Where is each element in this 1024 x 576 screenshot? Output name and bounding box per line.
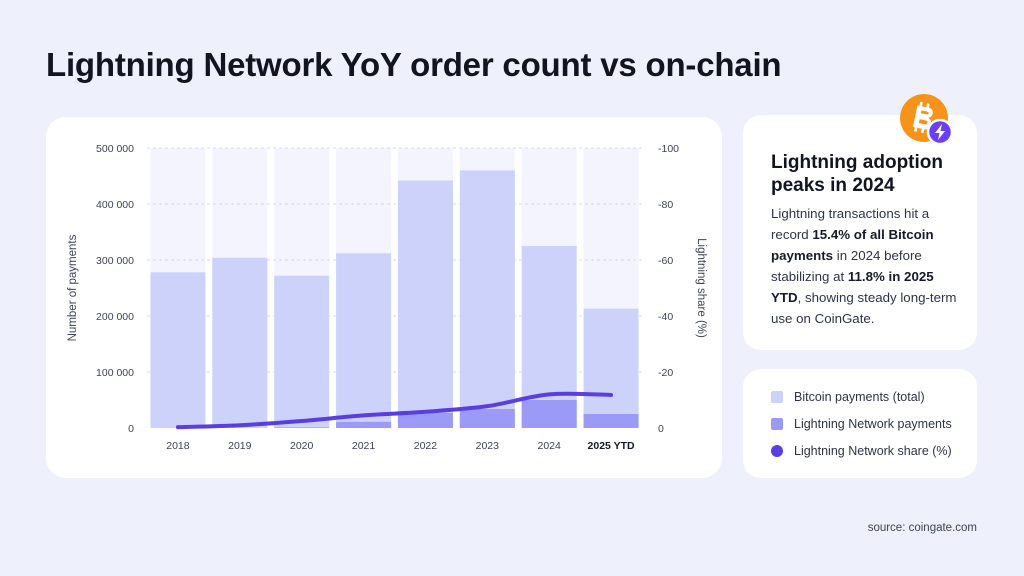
bar-bitcoin-total [212, 257, 268, 428]
legend: Bitcoin payments (total) Lightning Netwo… [743, 369, 977, 478]
bar-bitcoin-total [397, 180, 453, 428]
bar-bitcoin-total [274, 275, 330, 428]
legend-label-bitcoin-total: Bitcoin payments (total) [794, 390, 925, 404]
x-tick-label: 2024 [538, 440, 562, 452]
x-tick-label: 2019 [228, 440, 252, 452]
legend-swatch-lightning-share [771, 445, 783, 457]
x-tick-label: 2018 [166, 440, 190, 452]
legend-item-lightning-payments: Lightning Network payments [771, 416, 952, 432]
bar-lightning-payments [521, 400, 577, 428]
lightning-bolt-icon [926, 118, 951, 146]
chart-card: 0 100 000 200 000 300 000 400 000 500 000 0 -20… [46, 117, 722, 478]
legend-swatch-lightning-payments [771, 418, 783, 430]
insight-text-3: , showing steady long-term use on CoinGa… [771, 290, 957, 326]
page-title: Lightning Network YoY order count vs on-… [46, 46, 782, 83]
y2-tick-label: -60 [658, 255, 673, 267]
insight-body: Lightning transactions hit a record 15.4… [771, 203, 961, 329]
y2-tick-label: -20 [658, 367, 673, 379]
x-tick-label: 2022 [414, 440, 438, 452]
y2-axis-title: Lightning share (%) [695, 238, 707, 338]
x-tick-label: 2025 YTD [588, 440, 636, 452]
bitcoin-lightning-badge [900, 94, 951, 146]
legend-swatch-bitcoin-total [771, 391, 783, 403]
bar-lightning-payments [459, 408, 515, 428]
line-lightning-share [175, 391, 614, 430]
legend-item-bitcoin-total: Bitcoin payments (total) [771, 389, 925, 405]
y-tick-label: 500 000 [96, 143, 134, 155]
y-axis-title: Number of payments [67, 234, 79, 341]
y-tick-label: 100 000 [96, 367, 134, 379]
legend-label-lightning-share: Lightning Network share (%) [794, 444, 952, 458]
source-note: source: coingate.com [867, 522, 977, 534]
bar-lightning-payments [274, 427, 330, 428]
insight-text-1: Lightning transactions hit a record [771, 206, 930, 242]
y2-tick-label: -80 [658, 199, 673, 211]
legend-label-lightning-payments: Lightning Network payments [794, 417, 952, 431]
x-tick-label: 2023 [476, 440, 500, 452]
combo-chart: 0 100 000 200 000 300 000 400 000 500 000 0 -20… [67, 143, 707, 452]
x-tick-label: 2021 [352, 440, 376, 452]
y-tick-label: 0 [128, 423, 134, 435]
y2-tick-label: 0 [658, 423, 664, 435]
bar-bitcoin-total [459, 170, 515, 428]
insight-heading: Lightning adoption peaks in 2024 [771, 152, 944, 196]
y2-tick-label: -40 [658, 311, 673, 323]
legend-item-lightning-share: Lightning Network share (%) [771, 443, 952, 459]
bar-bitcoin-total [336, 253, 392, 428]
bar-bitcoin-total [583, 308, 639, 428]
bar-bitcoin-total [150, 272, 206, 428]
insight-text-2: in 2024 before stabilizing at [771, 248, 922, 284]
bar-lightning-payments [397, 412, 453, 428]
y-tick-label: 200 000 [96, 311, 134, 323]
bar-lightning-payments [583, 414, 639, 428]
insight-highlight-2: 11.8% in 2025 YTD [771, 269, 934, 305]
bar-lightning-payments [336, 421, 392, 428]
x-tick-label: 2020 [290, 440, 314, 452]
y-tick-label: 300 000 [96, 255, 134, 267]
insight-highlight-1: 15.4% of all Bitcoin payments [771, 227, 934, 263]
y-tick-label: 400 000 [96, 199, 134, 211]
insight-card: Lightning adoption peaks in 2024 Lightni… [743, 115, 977, 350]
y2-tick-label: -100 [658, 143, 679, 155]
